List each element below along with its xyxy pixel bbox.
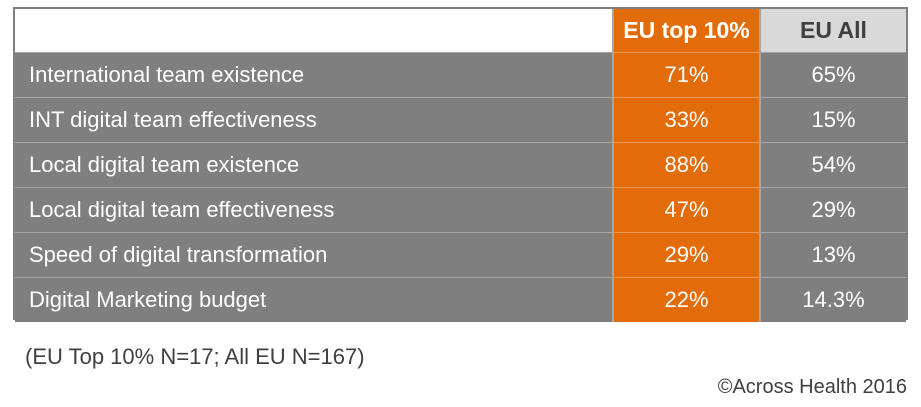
eu-top-10-value: 22%	[613, 276, 761, 322]
data-table: EU top 10% EU All International team exi…	[15, 9, 906, 322]
row-label: Digital Marketing budget	[15, 276, 614, 322]
table-row: International team existence 71% 65%	[15, 51, 906, 97]
eu-all-value: 15%	[760, 96, 906, 142]
eu-all-value: 54%	[760, 141, 906, 187]
eu-top-10-value: 29%	[613, 231, 761, 277]
table-row: INT digital team effectiveness 33% 15%	[15, 96, 906, 142]
header-eu-all: EU All	[760, 9, 906, 52]
table-row: Speed of digital transformation 29% 13%	[15, 231, 906, 277]
eu-top-10-value: 71%	[613, 51, 761, 97]
sample-size-note: (EU Top 10% N=17; All EU N=167)	[25, 344, 365, 369]
row-label: Local digital team existence	[15, 141, 614, 187]
row-label: Local digital team effectiveness	[15, 186, 614, 232]
eu-all-value: 13%	[760, 231, 906, 277]
eu-all-value: 14.3%	[760, 276, 906, 322]
copyright-text: ©Across Health 2016	[717, 376, 907, 398]
row-label: International team existence	[15, 51, 614, 97]
header-row: EU top 10% EU All	[15, 9, 906, 52]
eu-top-10-value: 47%	[613, 186, 761, 232]
eu-all-value: 29%	[760, 186, 906, 232]
eu-all-value: 65%	[760, 51, 906, 97]
header-eu-top-10: EU top 10%	[613, 9, 761, 52]
comparison-table: EU top 10% EU All International team exi…	[13, 7, 908, 322]
eu-top-10-value: 33%	[613, 96, 761, 142]
eu-top-10-value: 88%	[613, 141, 761, 187]
row-label: INT digital team effectiveness	[15, 96, 614, 142]
table-row: Digital Marketing budget 22% 14.3%	[15, 276, 906, 322]
table-row: Local digital team existence 88% 54%	[15, 141, 906, 187]
row-label: Speed of digital transformation	[15, 231, 614, 277]
header-label-cell	[15, 9, 614, 52]
table-row: Local digital team effectiveness 47% 29%	[15, 186, 906, 232]
